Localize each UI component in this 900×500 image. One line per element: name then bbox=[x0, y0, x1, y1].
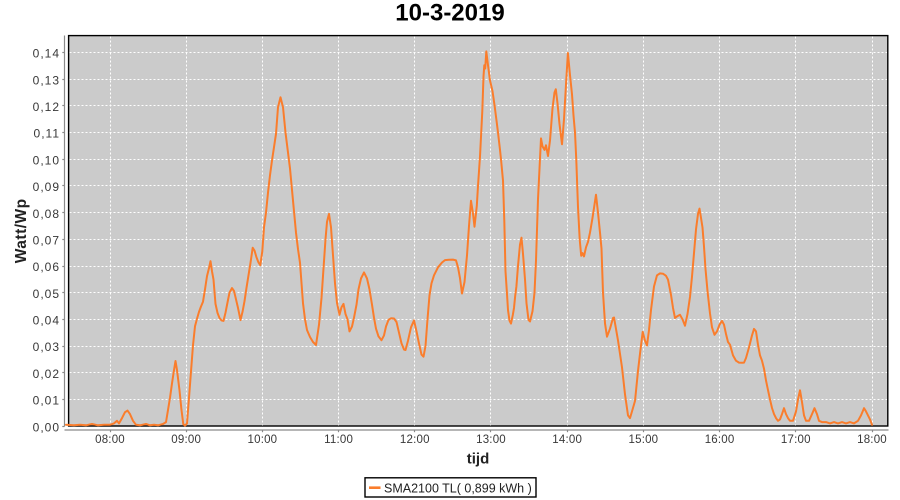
svg-text:0,01: 0,01 bbox=[33, 394, 60, 408]
svg-text:0,11: 0,11 bbox=[34, 127, 60, 141]
svg-text:09:00: 09:00 bbox=[171, 434, 201, 446]
svg-text:10-3-2019: 10-3-2019 bbox=[395, 0, 504, 27]
svg-text:16:00: 16:00 bbox=[705, 434, 735, 446]
svg-text:0,04: 0,04 bbox=[33, 314, 60, 328]
svg-text:0,14: 0,14 bbox=[33, 47, 60, 61]
svg-text:0,12: 0,12 bbox=[33, 100, 60, 114]
svg-text:10:00: 10:00 bbox=[248, 434, 278, 446]
svg-text:0,13: 0,13 bbox=[33, 73, 60, 87]
svg-text:0,07: 0,07 bbox=[33, 234, 60, 248]
svg-text:12:00: 12:00 bbox=[400, 434, 430, 446]
svg-text:SMA2100 TL( 0,899 kWh ): SMA2100 TL( 0,899 kWh ) bbox=[384, 481, 532, 495]
svg-text:13:00: 13:00 bbox=[476, 434, 506, 446]
svg-text:0,02: 0,02 bbox=[33, 367, 60, 381]
svg-text:18:00: 18:00 bbox=[857, 434, 887, 446]
svg-text:0,10: 0,10 bbox=[33, 153, 60, 167]
svg-text:17:00: 17:00 bbox=[781, 434, 811, 446]
svg-text:0,09: 0,09 bbox=[33, 180, 60, 194]
svg-text:tijd: tijd bbox=[467, 451, 490, 468]
svg-text:14:00: 14:00 bbox=[552, 434, 582, 446]
svg-text:0,08: 0,08 bbox=[33, 207, 60, 221]
svg-text:0,03: 0,03 bbox=[33, 340, 60, 354]
svg-text:11:00: 11:00 bbox=[324, 434, 353, 446]
svg-text:0,06: 0,06 bbox=[33, 260, 60, 274]
svg-text:0,05: 0,05 bbox=[33, 287, 60, 301]
svg-text:Watt/Wp: Watt/Wp bbox=[13, 198, 30, 263]
svg-text:15:00: 15:00 bbox=[629, 434, 659, 446]
svg-text:08:00: 08:00 bbox=[95, 434, 125, 446]
svg-text:0,00: 0,00 bbox=[33, 420, 60, 434]
